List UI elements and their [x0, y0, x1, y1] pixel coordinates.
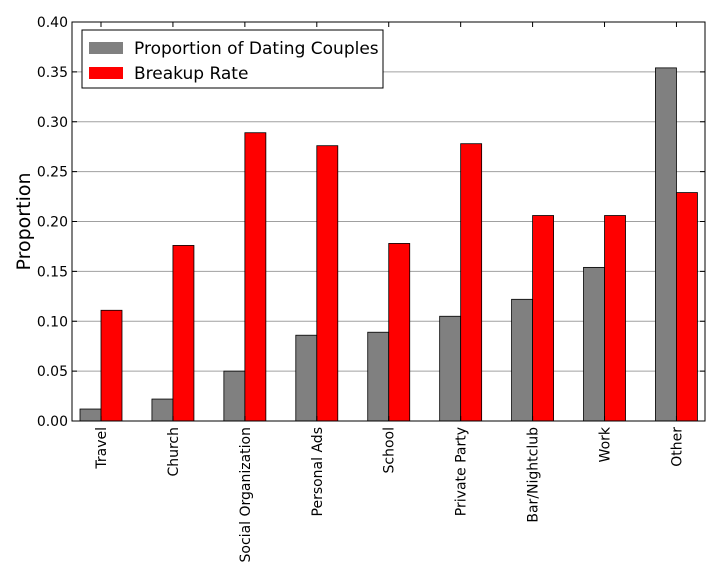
bar-breakup-rate [676, 192, 698, 422]
axis-ticks: 0.00 0.05 0.10 0.15 0.20 0.25 0.30 0.35 0.40 Trav… [37, 15, 705, 562]
bar-breakup-rate [604, 215, 626, 422]
x-tick-label: Other [669, 427, 685, 467]
bar-dating-couples [511, 298, 533, 422]
y-tick-label: 0.15 [37, 264, 68, 280]
legend-label-dating-couples: Proportion of Dating Couples [134, 39, 379, 59]
bar-dating-couples [151, 398, 174, 422]
bar-dating-couples [439, 315, 462, 422]
x-tick-label: Private Party [454, 427, 470, 516]
bar-breakup-rate [532, 215, 554, 422]
bar-dating-couples [655, 67, 677, 422]
y-tick-label: 0.10 [37, 314, 68, 330]
y-tick-label: 0.00 [37, 414, 68, 430]
bars [79, 67, 698, 422]
legend-box [81, 29, 384, 89]
legend-label-breakup-rate: Breakup Rate [134, 64, 248, 84]
x-tick-label: Social Organization [238, 427, 254, 562]
x-tick-label: Work [598, 426, 614, 462]
y-tick-label: 0.05 [37, 364, 68, 380]
bar-breakup-rate [460, 143, 483, 422]
y-tick-label: 0.25 [37, 165, 68, 181]
bar-breakup-rate [172, 245, 195, 422]
legend-swatch-breakup-rate [89, 67, 123, 79]
x-tick-label: School [382, 427, 398, 473]
y-tick-label: 0.40 [37, 15, 68, 31]
x-tick-label: Church [166, 427, 182, 477]
bar-breakup-rate [388, 243, 411, 422]
y-tick-label: 0.35 [37, 65, 68, 81]
legend-swatch-dating-couples [89, 42, 123, 54]
bar-dating-couples [367, 331, 390, 422]
bar-dating-couples [79, 408, 102, 422]
y-tick-label: 0.30 [37, 115, 68, 131]
bar-dating-couples [295, 334, 318, 422]
x-tick-label: Bar/Nightclub [526, 427, 542, 523]
bar-breakup-rate [100, 309, 123, 422]
x-tick-label: Personal Ads [310, 427, 326, 516]
y-tick-label: 0.20 [37, 215, 68, 231]
bar-dating-couples [583, 266, 605, 422]
bar-breakup-rate [244, 132, 267, 422]
y-axis-label: Proportion [13, 172, 35, 270]
bar-dating-couples [223, 370, 246, 422]
x-tick-label: Travel [94, 427, 110, 470]
bar-breakup-rate [316, 145, 339, 422]
legend: Proportion of Dating Couples Breakup Rat… [81, 29, 384, 89]
